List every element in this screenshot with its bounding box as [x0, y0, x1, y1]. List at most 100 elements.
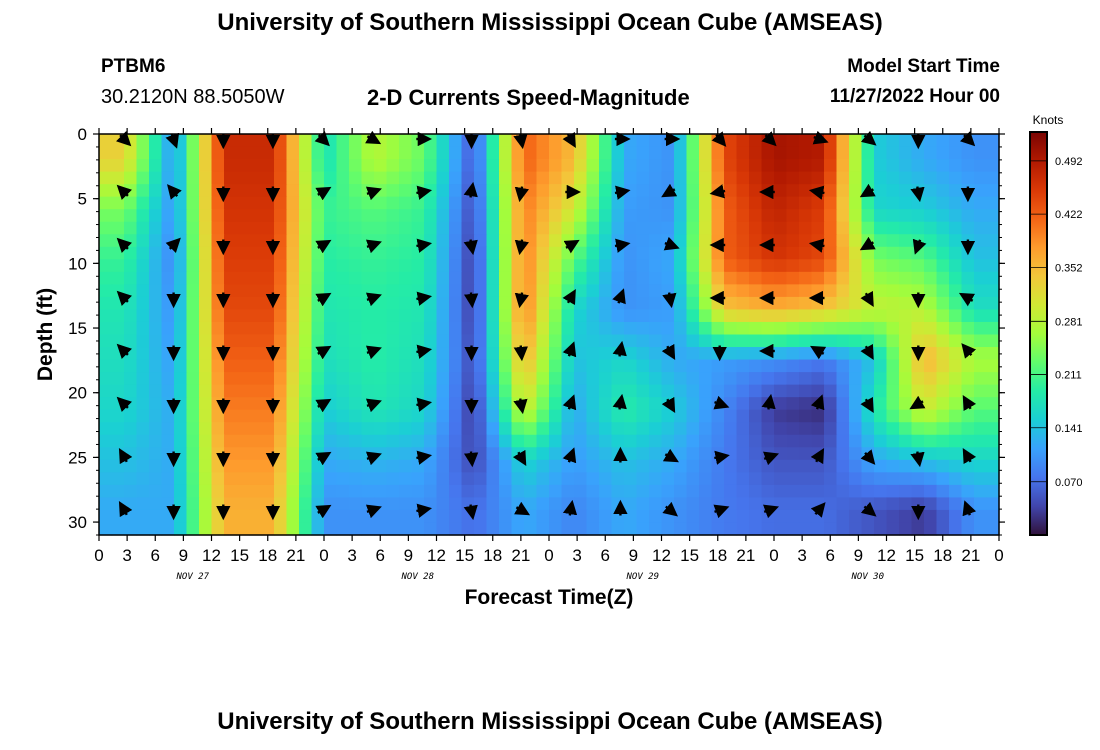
heatmap-cell	[199, 522, 213, 536]
heatmap-cell	[961, 484, 975, 499]
heatmap-cell	[574, 296, 588, 311]
heatmap-cell	[636, 472, 650, 486]
heatmap-cell	[661, 321, 675, 336]
heatmap-cell	[461, 372, 475, 386]
current-vector	[118, 448, 133, 465]
heatmap-cell	[149, 271, 163, 285]
heatmap-cell	[336, 196, 350, 210]
heatmap-cell	[711, 347, 725, 361]
heatmap-cell	[574, 459, 588, 473]
heatmap-cell	[736, 296, 750, 311]
heatmap-cell	[536, 159, 550, 173]
heatmap-cell	[561, 171, 575, 185]
heatmap-cell	[136, 409, 150, 423]
heatmap-cell	[511, 184, 525, 198]
heatmap-cell	[899, 497, 913, 511]
heatmap-cell	[774, 159, 788, 173]
heatmap-cell	[236, 321, 250, 336]
heatmap-cell	[974, 434, 988, 448]
heatmap-cell	[986, 196, 1000, 210]
heatmap-cell	[399, 284, 413, 298]
heatmap-cell	[736, 259, 750, 273]
x-tick-label: 12	[202, 546, 221, 565]
heatmap-cell	[599, 509, 613, 524]
x-tick-label: 15	[230, 546, 249, 565]
heatmap-cell	[599, 171, 613, 185]
heatmap-cell	[874, 347, 888, 361]
heatmap-cell	[586, 447, 600, 461]
heatmap-cell	[524, 234, 538, 248]
heatmap-cell	[474, 334, 488, 348]
heatmap-cell	[186, 171, 200, 185]
heatmap-cell	[836, 146, 850, 160]
heatmap-cell	[599, 159, 613, 173]
heatmap-cell	[199, 434, 213, 448]
heatmap-cell	[886, 171, 900, 185]
heatmap-cell	[886, 434, 900, 448]
heatmap-cell	[186, 359, 200, 373]
heatmap-cell	[799, 484, 813, 499]
heatmap-cell	[274, 184, 288, 198]
heatmap-cell	[711, 221, 725, 235]
heatmap-cell	[586, 459, 600, 473]
heatmap-cell	[386, 134, 400, 148]
heatmap-cell	[649, 271, 663, 285]
heatmap-cell	[336, 384, 350, 398]
heatmap-cell	[924, 522, 938, 536]
current-vector	[761, 131, 777, 147]
heatmap-cell	[574, 321, 588, 336]
heatmap-cell	[949, 484, 963, 499]
heatmap-cell	[374, 359, 388, 373]
heatmap-cell	[224, 359, 238, 373]
heatmap-cell	[386, 522, 400, 536]
heatmap-cell	[986, 271, 1000, 285]
heatmap-cell	[611, 359, 625, 373]
heatmap-cell	[861, 259, 875, 273]
heatmap-cell	[299, 334, 313, 348]
heatmap-cell	[799, 234, 813, 248]
heatmap-cell	[399, 422, 413, 436]
heatmap-cell	[186, 146, 200, 160]
heatmap-cells	[99, 134, 1000, 536]
heatmap-cell	[161, 246, 175, 260]
heatmap-cell	[611, 221, 625, 235]
heatmap-cell	[761, 171, 775, 185]
current-vector	[315, 398, 332, 413]
heatmap-cell	[674, 422, 688, 436]
heatmap-cell	[936, 296, 950, 311]
heatmap-cell	[349, 309, 363, 323]
heatmap-cell	[536, 259, 550, 273]
heatmap-cell	[649, 146, 663, 160]
heatmap-cell	[986, 134, 1000, 148]
heatmap-cell	[949, 246, 963, 260]
heatmap-cell	[686, 321, 700, 336]
heatmap-cell	[349, 284, 363, 298]
heatmap-cell	[974, 184, 988, 198]
heatmap-cell	[286, 246, 300, 260]
heatmap-cell	[649, 509, 663, 524]
heatmap-cell	[436, 384, 450, 398]
heatmap-cell	[136, 171, 150, 185]
heatmap-cell	[349, 422, 363, 436]
heatmap-cell	[286, 522, 300, 536]
heatmap-cell	[349, 397, 363, 411]
heatmap-cell	[111, 196, 125, 210]
heatmap-cell	[461, 384, 475, 398]
heatmap-cell	[836, 334, 850, 348]
heatmap-cell	[899, 409, 913, 423]
heatmap-cell	[324, 509, 338, 524]
heatmap-cell	[174, 372, 188, 386]
heatmap-cell	[199, 372, 213, 386]
heatmap-cell	[874, 284, 888, 298]
heatmap-cell	[224, 171, 238, 185]
heatmap-cell	[149, 359, 163, 373]
heatmap-cell	[99, 347, 113, 361]
heatmap-cell	[324, 321, 338, 336]
heatmap-cell	[861, 146, 875, 160]
heatmap-cell	[449, 259, 463, 273]
heatmap-cell	[399, 159, 413, 173]
heatmap-cell	[499, 184, 513, 198]
heatmap-cell	[124, 309, 138, 323]
heatmap-cell	[161, 472, 175, 486]
heatmap-cell	[499, 196, 513, 210]
